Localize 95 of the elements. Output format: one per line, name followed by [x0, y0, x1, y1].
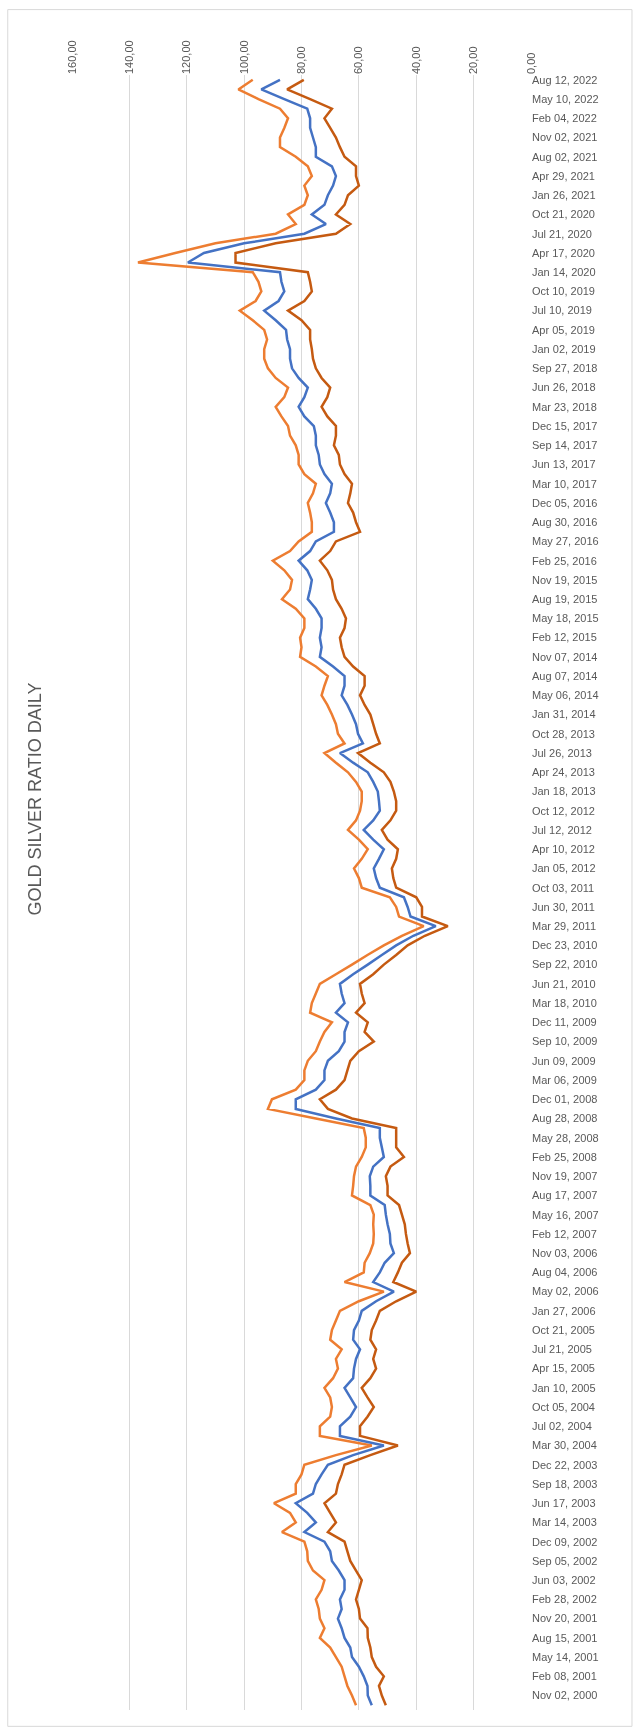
y-tick-label: Aug 15, 2001 [532, 1631, 598, 1644]
y-tick-label: Oct 28, 2013 [532, 727, 595, 740]
y-tick-label: Dec 05, 2016 [532, 496, 598, 509]
y-tick-label: Jun 21, 2010 [532, 977, 596, 990]
y-tick-label: Mar 30, 2004 [532, 1439, 597, 1452]
y-tick-label: Jun 17, 2003 [532, 1497, 596, 1510]
x-tick-label: 40,00 [409, 46, 422, 74]
y-tick-label: Sep 10, 2009 [532, 1035, 598, 1048]
x-tick-label: 100,00 [237, 40, 250, 74]
y-tick-label: Dec 09, 2002 [532, 1535, 598, 1548]
y-tick-label: May 06, 2014 [532, 689, 599, 702]
y-tick-label: Mar 06, 2009 [532, 1073, 597, 1086]
y-tick-label: Jan 31, 2014 [532, 708, 596, 721]
y-tick-label: Dec 15, 2017 [532, 419, 598, 432]
y-tick-label: Feb 25, 2008 [532, 1150, 597, 1163]
y-tick-label: Aug 12, 2022 [532, 73, 598, 86]
y-tick-label: May 16, 2007 [532, 1208, 599, 1221]
text: GOLD SILVER RATIO DAILY [24, 682, 45, 916]
y-tick-label: Jun 26, 2018 [532, 381, 596, 394]
y-tick-label: May 28, 2008 [532, 1131, 599, 1144]
y-tick-label: Apr 05, 2019 [532, 323, 595, 336]
y-tick-label: Jul 21, 2005 [532, 1343, 592, 1356]
y-tick-label: May 18, 2015 [532, 612, 599, 625]
y-tick-label: Nov 20, 2001 [532, 1612, 598, 1625]
x-tick-label: 20,00 [467, 46, 480, 74]
y-tick-label: Aug 19, 2015 [532, 593, 598, 606]
y-tick-label: Jan 18, 2013 [532, 785, 596, 798]
y-tick-label: Jun 13, 2017 [532, 458, 596, 471]
y-tick-label: Feb 28, 2002 [532, 1593, 597, 1606]
y-tick-label: Apr 17, 2020 [532, 246, 595, 259]
y-tick-label: Feb 08, 2001 [532, 1670, 597, 1683]
y-tick-label: Oct 21, 2005 [532, 1323, 595, 1336]
y-tick-label: Aug 17, 2007 [532, 1189, 598, 1202]
y-tick-label: Mar 14, 2003 [532, 1516, 597, 1529]
y-tick-label: Feb 25, 2016 [532, 554, 597, 567]
y-tick-label: Aug 30, 2016 [532, 516, 598, 529]
y-tick-label: Jul 02, 2004 [532, 1420, 592, 1433]
y-tick-label: Oct 05, 2004 [532, 1400, 595, 1413]
y-tick-label: Apr 24, 2013 [532, 766, 595, 779]
y-tick-label: May 27, 2016 [532, 535, 599, 548]
y-tick-label: Dec 22, 2003 [532, 1458, 598, 1471]
y-tick-label: Apr 15, 2005 [532, 1362, 595, 1375]
y-tick-label: Mar 29, 2011 [532, 920, 597, 933]
y-tick-label: Dec 23, 2010 [532, 939, 598, 952]
x-tick-label: 60,00 [352, 46, 365, 74]
y-tick-label: Jul 26, 2013 [532, 746, 592, 759]
y-tick-label: Jul 10, 2019 [532, 304, 592, 317]
x-tick-label: 140,00 [122, 40, 135, 74]
y-tick-label: Mar 23, 2018 [532, 400, 597, 413]
y-tick-label: Jun 03, 2002 [532, 1574, 596, 1587]
y-tick-label: Aug 28, 2008 [532, 1112, 598, 1125]
y-tick-label: Jan 02, 2019 [532, 342, 596, 355]
y-tick-label: Sep 18, 2003 [532, 1477, 598, 1490]
x-tick-label: 120,00 [180, 40, 193, 74]
y-tick-label: Feb 04, 2022 [532, 112, 597, 125]
y-tick-label: Oct 03, 2011 [532, 881, 595, 894]
y-tick-label: Jan 10, 2005 [532, 1381, 596, 1394]
y-tick-label: Feb 12, 2015 [532, 631, 597, 644]
y-tick-label: Oct 21, 2020 [532, 208, 595, 221]
y-tick-label: Oct 10, 2019 [532, 285, 595, 298]
y-tick-label: Jul 12, 2012 [532, 823, 592, 836]
y-tick-label: Nov 02, 2000 [532, 1689, 598, 1702]
y-tick-label: Nov 19, 2007 [532, 1170, 598, 1183]
y-tick-label: Nov 03, 2006 [532, 1247, 598, 1260]
y-tick-label: Mar 10, 2017 [532, 477, 597, 490]
y-tick-label: Feb 12, 2007 [532, 1227, 597, 1240]
y-tick-label: Jun 09, 2009 [532, 1054, 596, 1067]
y-tick-label: Apr 29, 2021 [532, 169, 595, 182]
y-tick-label: May 02, 2006 [532, 1285, 599, 1298]
y-tick-label: Dec 01, 2008 [532, 1093, 598, 1106]
y-tick-label: Sep 14, 2017 [532, 439, 598, 452]
y-tick-label: Mar 18, 2010 [532, 996, 597, 1009]
x-tick-label: 0,00 [524, 52, 537, 74]
y-tick-label: Sep 22, 2010 [532, 958, 598, 971]
y-tick-label: May 14, 2001 [532, 1650, 599, 1663]
y-tick-label: Dec 11, 2009 [532, 1016, 597, 1029]
y-tick-label: Nov 19, 2015 [532, 573, 598, 586]
y-tick-label: Sep 05, 2002 [532, 1554, 598, 1567]
x-tick-label: 80,00 [295, 46, 308, 74]
y-tick-label: Oct 12, 2012 [532, 804, 595, 817]
y-tick-label: May 10, 2022 [532, 92, 599, 105]
y-tick-label: Aug 04, 2006 [532, 1266, 598, 1279]
y-tick-label: Aug 07, 2014 [532, 669, 598, 682]
y-tick-label: Sep 27, 2018 [532, 362, 598, 375]
y-tick-label: Jan 05, 2012 [532, 862, 596, 875]
y-tick-label: Jan 27, 2006 [532, 1304, 596, 1317]
y-tick-label: Jul 21, 2020 [532, 227, 592, 240]
x-tick-label: 160,00 [65, 40, 78, 74]
y-tick-label: Jun 30, 2011 [532, 900, 595, 913]
y-tick-label: Nov 02, 2021 [532, 131, 598, 144]
y-tick-label: Apr 10, 2012 [532, 843, 595, 856]
y-tick-label: Jan 14, 2020 [532, 266, 596, 279]
y-tick-label: Aug 02, 2021 [532, 150, 598, 163]
y-tick-label: Jan 26, 2021 [532, 189, 596, 202]
y-tick-label: Nov 07, 2014 [532, 650, 598, 663]
